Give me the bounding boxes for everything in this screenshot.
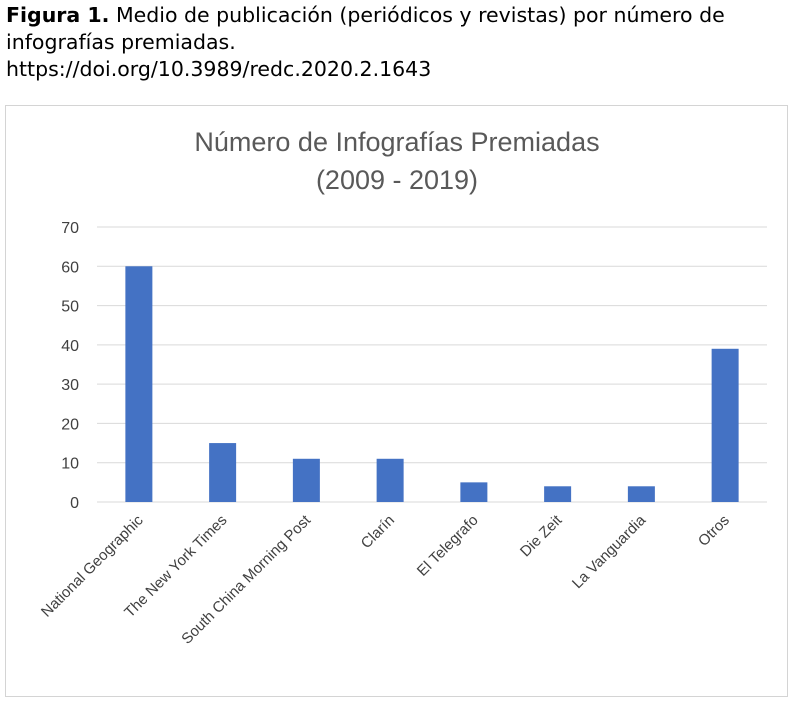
- figure-caption-text: Medio de publicación (periódicos y revis…: [6, 3, 725, 54]
- x-category-label: Clarín: [358, 512, 398, 552]
- bar: [376, 458, 404, 502]
- y-tick-label: 0: [70, 495, 79, 512]
- y-tick-label: 50: [61, 299, 79, 316]
- bar: [711, 348, 739, 502]
- figure-doi-link[interactable]: https://doi.org/10.3989/redc.2020.2.1643: [6, 57, 432, 81]
- x-category-label: Die Zeit: [517, 511, 566, 560]
- x-category-label: El Telegrafo: [414, 512, 482, 580]
- bar: [209, 443, 237, 502]
- y-tick-label: 10: [61, 456, 79, 473]
- bar: [544, 486, 572, 502]
- bar: [627, 486, 655, 502]
- chart-title-line2: (2009 - 2019): [316, 165, 478, 195]
- y-tick-label: 40: [61, 338, 79, 355]
- y-tick-label: 30: [61, 377, 79, 394]
- x-category-label: Otros: [695, 512, 733, 550]
- bar: [125, 266, 153, 502]
- bar: [292, 458, 320, 502]
- bar: [460, 482, 488, 502]
- figure-caption: Figura 1. Medio de publicación (periódic…: [6, 2, 791, 83]
- x-category-label: La Vanguardia: [569, 511, 650, 592]
- y-tick-label: 70: [61, 220, 79, 237]
- y-tick-label: 20: [61, 416, 79, 433]
- figure-label: Figura 1.: [6, 3, 110, 27]
- chart-title-line1: Número de Infografías Premiadas: [194, 127, 599, 157]
- y-tick-label: 60: [61, 259, 79, 276]
